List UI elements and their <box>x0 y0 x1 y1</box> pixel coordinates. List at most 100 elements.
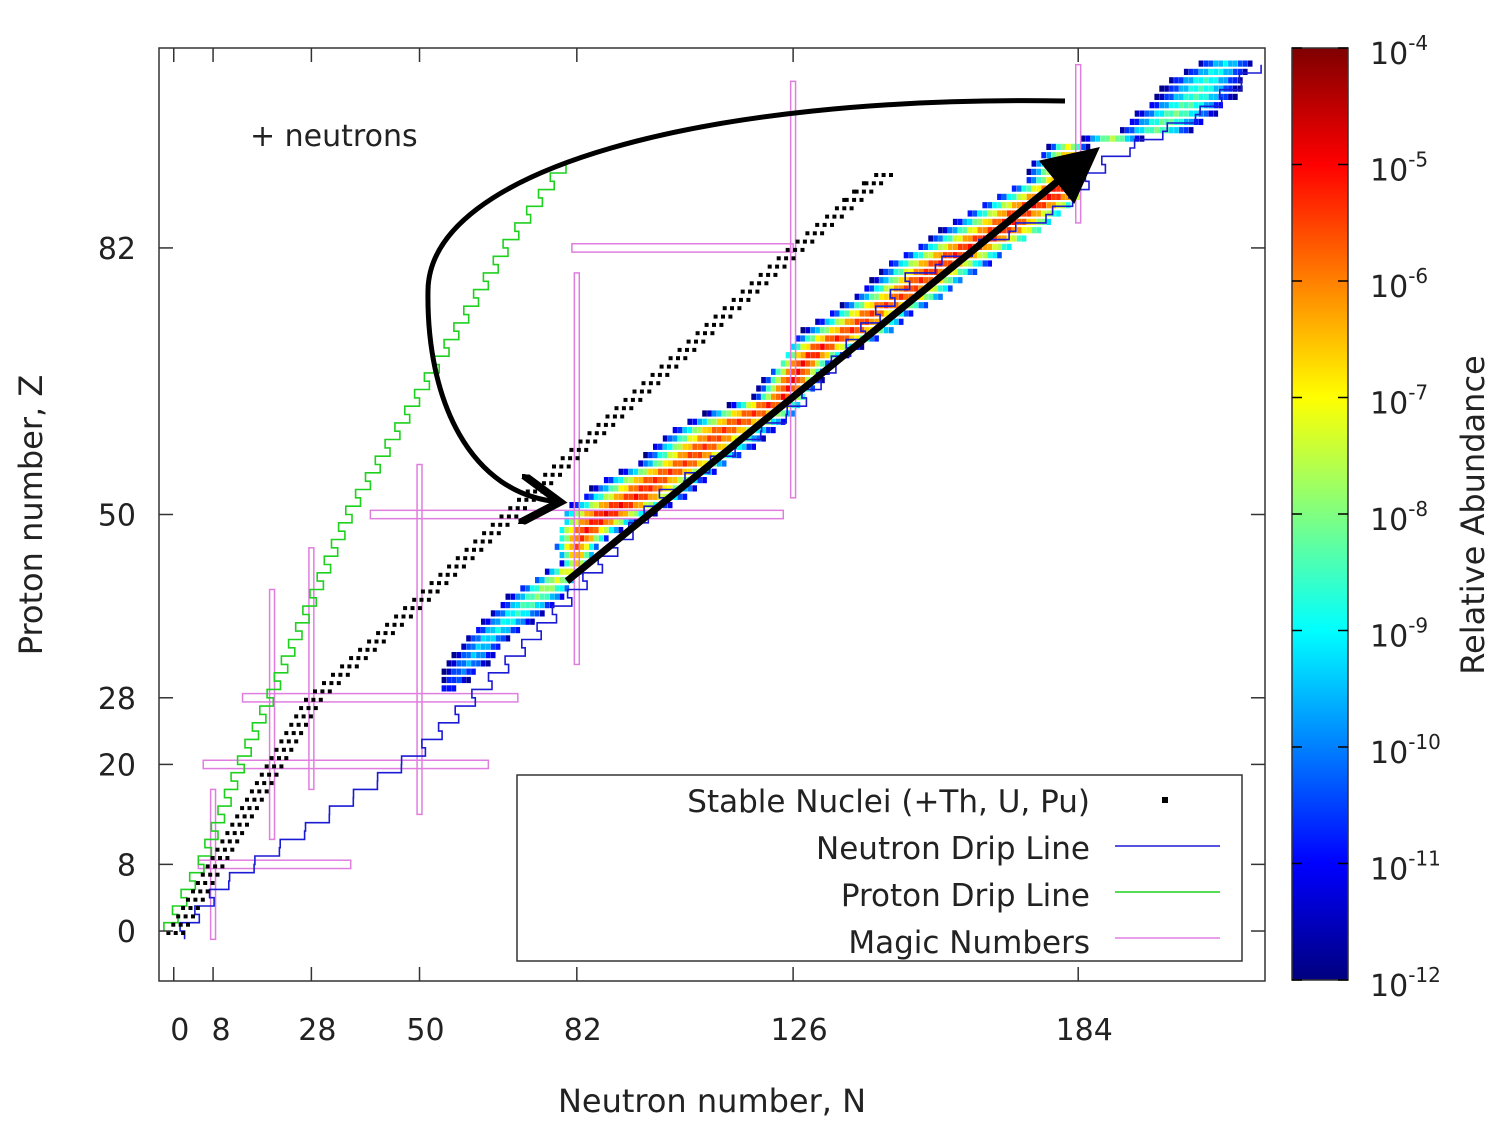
stable-nucleus <box>496 531 501 536</box>
abundance-cell <box>731 418 737 425</box>
abundance-cell <box>884 293 889 300</box>
abundance-cell <box>938 293 943 300</box>
abundance-cell <box>771 385 776 392</box>
abundance-cell <box>780 410 786 417</box>
abundance-cell <box>1100 135 1105 142</box>
abundance-cell <box>884 327 889 334</box>
stable-nucleus <box>444 581 449 586</box>
abundance-cell <box>1021 235 1027 242</box>
abundance-cell <box>677 443 683 450</box>
stable-nucleus <box>235 814 240 819</box>
abundance-cell <box>967 235 973 242</box>
abundance-cell <box>923 243 929 250</box>
stable-nucleus <box>585 439 590 444</box>
abundance-cell <box>476 652 481 659</box>
abundance-cell <box>598 502 604 509</box>
abundance-cell <box>800 393 806 400</box>
stable-nucleus <box>245 822 249 827</box>
stable-nucleus <box>445 572 450 577</box>
abundance-cell <box>943 285 948 292</box>
stable-nucleus <box>540 489 545 494</box>
abundance-cell <box>751 418 756 425</box>
stable-nucleus <box>523 506 527 511</box>
abundance-cell <box>992 210 997 217</box>
abundance-cell <box>1183 102 1189 109</box>
abundance-cell <box>672 452 678 459</box>
abundance-cell <box>756 402 761 409</box>
abundance-cell <box>1080 143 1086 150</box>
abundance-cell <box>1002 235 1007 242</box>
abundance-cell <box>672 435 678 442</box>
stable-nucleus <box>576 447 581 452</box>
abundance-cell <box>697 460 702 467</box>
stable-nucleus <box>237 822 242 827</box>
abundance-cell <box>1174 127 1179 134</box>
abundance-cell <box>756 435 761 442</box>
abundance-cell <box>697 427 702 434</box>
abundance-cell <box>825 343 830 350</box>
abundance-cell <box>854 318 860 325</box>
abundance-cell <box>697 477 702 484</box>
abundance-cell <box>1085 152 1091 159</box>
abundance-cell <box>687 485 693 492</box>
abundance-cell <box>554 577 560 584</box>
abundance-cell <box>471 635 476 642</box>
abundance-cell <box>667 477 673 484</box>
abundance-cell <box>721 443 727 450</box>
abundance-cell <box>1164 110 1169 117</box>
abundance-cell <box>471 660 476 667</box>
abundance-cell <box>618 493 624 500</box>
abundance-cell <box>569 560 575 567</box>
stable-nucleus <box>429 581 434 586</box>
stable-nucleus <box>795 239 800 244</box>
stable-nucleus <box>832 214 837 219</box>
abundance-cell <box>461 643 466 650</box>
stable-nucleus <box>623 397 628 402</box>
stable-nucleus <box>749 281 754 286</box>
stable-nucleus <box>277 756 281 761</box>
stable-nucleus <box>793 247 798 252</box>
abundance-cell <box>1011 185 1017 192</box>
abundance-cell <box>1031 185 1037 192</box>
abundance-cell <box>908 252 914 259</box>
abundance-cell <box>869 335 874 342</box>
abundance-cell <box>805 327 811 334</box>
abundance-cell <box>977 235 983 242</box>
stable-nucleus <box>410 606 415 611</box>
abundance-cell <box>952 243 958 250</box>
abundance-cell <box>618 468 624 475</box>
abundance-cell <box>997 193 1002 200</box>
stable-nucleus <box>842 197 847 202</box>
stable-nucleus <box>213 864 218 869</box>
abundance-cell <box>569 568 575 575</box>
abundance-cell <box>908 260 914 267</box>
abundance-cell <box>1188 68 1194 75</box>
abundance-cell <box>515 610 521 617</box>
abundance-cell <box>564 585 570 592</box>
abundance-cell <box>947 252 953 259</box>
abundance-cell <box>780 393 786 400</box>
abundance-cell <box>869 310 874 317</box>
stable-nucleus <box>385 622 390 627</box>
stable-nucleus <box>632 389 637 394</box>
abundance-cell <box>879 285 884 292</box>
abundance-cell <box>834 310 840 317</box>
abundance-cell <box>1198 68 1204 75</box>
abundance-cell <box>535 610 540 617</box>
abundance-cell <box>564 535 570 542</box>
abundance-cell <box>633 510 639 517</box>
stable-nucleus <box>692 347 697 352</box>
abundance-cell <box>731 402 737 409</box>
stable-nucleus <box>245 797 249 802</box>
abundance-cell <box>943 252 948 259</box>
abundance-cell <box>1110 135 1115 142</box>
y-tick-label: 82 <box>98 232 136 267</box>
abundance-cell <box>662 460 668 467</box>
abundance-cell <box>947 277 953 284</box>
abundance-cell <box>657 493 663 500</box>
abundance-cell <box>618 502 624 509</box>
abundance-cell <box>864 318 870 325</box>
abundance-cell <box>908 285 914 292</box>
abundance-cell <box>608 477 614 484</box>
abundance-cell <box>1174 118 1179 125</box>
